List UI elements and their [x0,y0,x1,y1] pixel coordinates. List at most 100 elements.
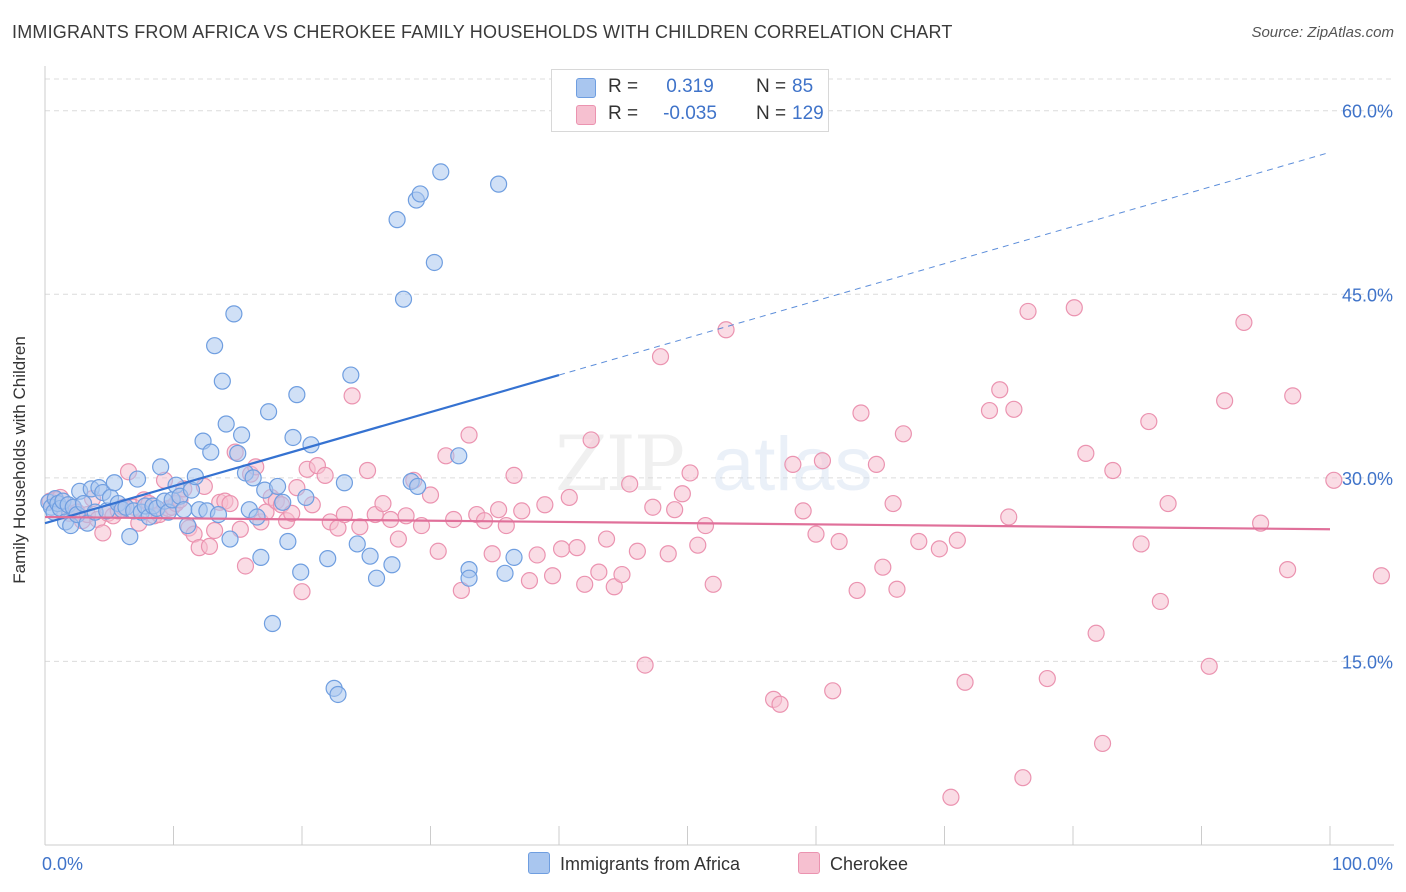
cherokee-point [942,788,960,806]
cherokee-point [1087,624,1105,642]
africa-point [221,530,239,548]
africa-point [279,532,297,551]
africa-point [233,426,251,444]
y-tick-label: 60.0% [1342,102,1393,122]
cherokee-trend-line [44,515,1331,531]
cherokee-point [980,401,999,420]
cherokee-point [874,558,892,576]
bottom-legend-swatch-cherokee [798,852,820,874]
legend-swatch-africa [576,78,596,98]
legend-swatch-cherokee [576,105,596,125]
africa-point [179,516,197,535]
cherokee-point [704,575,722,593]
cherokee-point [771,695,789,713]
cherokee-point [1372,567,1391,585]
africa-point [268,477,287,496]
cherokee-point [784,455,802,473]
africa-point [388,211,406,229]
cherokee-point [206,521,224,540]
cherokee-point [590,563,608,581]
cherokee-point [1278,561,1297,579]
cherokee-point [644,498,662,516]
africa-point [319,550,337,568]
africa-point [292,563,310,581]
cherokee-point [991,381,1009,399]
cherokee-point [673,485,691,503]
tick-labels: 15.0% 30.0% 45.0% 60.0% 0.0% 100.0% [42,102,1393,874]
africa-point [152,458,170,476]
cherokee-point [576,575,594,593]
cherokee-point [335,505,354,524]
bottom-legend-africa: Immigrants from Africa [528,852,740,875]
africa-point [284,428,302,447]
cherokee-point [666,501,684,519]
cherokee-point [956,673,974,691]
bottom-legend-label-africa: Immigrants from Africa [560,854,741,874]
cherokee-point [717,321,735,339]
africa-point [252,548,270,567]
axes [44,66,1394,846]
africa-point [394,290,413,308]
africa-point [175,501,193,519]
cherokee-point [884,494,902,513]
cherokee-point [1252,514,1270,532]
bottom-legend-swatch-africa [528,852,550,874]
cherokee-point [628,542,646,560]
cherokee-point [848,581,866,600]
cherokee-point [94,524,112,542]
cherokee-point [236,557,255,575]
cherokee-point [1235,313,1253,332]
africa-trend-extension [558,151,1331,376]
cherokee-point [636,656,654,674]
cherokee-point [1093,734,1112,753]
africa-point [432,163,450,181]
cherokee-point [374,494,392,513]
africa-series [40,163,523,704]
africa-point [213,372,231,390]
africa-point [217,415,235,433]
x-tick-label: 0.0% [42,854,83,874]
cherokee-point [1216,392,1234,410]
cherokee-point [651,348,670,366]
cherokee-point [696,516,715,535]
cherokee-point [824,682,842,700]
africa-point [105,474,123,492]
cherokee-series [41,299,1391,806]
cherokee-point [1038,669,1056,688]
y-axis-label: Family Households with Children [10,336,29,584]
africa-trend-line [44,374,560,525]
africa-point [244,469,262,487]
cherokee-point [543,567,562,585]
cherokee-point [621,475,639,493]
africa-point [490,175,508,193]
africa-point [229,444,247,462]
cherokee-point [613,565,631,584]
legend-r-value: -0.035 [663,103,717,124]
cherokee-point [1104,461,1122,480]
legend-n-value: 85 [792,76,814,97]
cherokee-point [490,501,508,519]
africa-point [121,527,139,546]
cherokee-point [930,540,948,558]
cherokee-point [948,531,966,549]
cherokee-point [351,518,369,536]
chart-title: IMMIGRANTS FROM AFRICA VS CHEROKEE FAMIL… [12,22,953,42]
cherokee-point [1325,471,1343,489]
cherokee-point [421,486,440,504]
africa-point [274,493,292,511]
cherokee-point [813,452,832,470]
cherokee-point [513,502,531,520]
cherokee-point [1200,657,1218,675]
x-tick-label: 100.0% [1332,854,1393,874]
cherokee-point [497,516,515,535]
cherokee-point [520,572,539,590]
cherokee-point [483,545,501,563]
africa-point [225,305,243,323]
cherokee-point [343,387,361,405]
africa-point [383,556,401,574]
cherokee-point [807,525,825,543]
legend-r-label: R = [608,76,639,97]
africa-point [361,547,379,565]
cherokee-point [582,431,600,449]
